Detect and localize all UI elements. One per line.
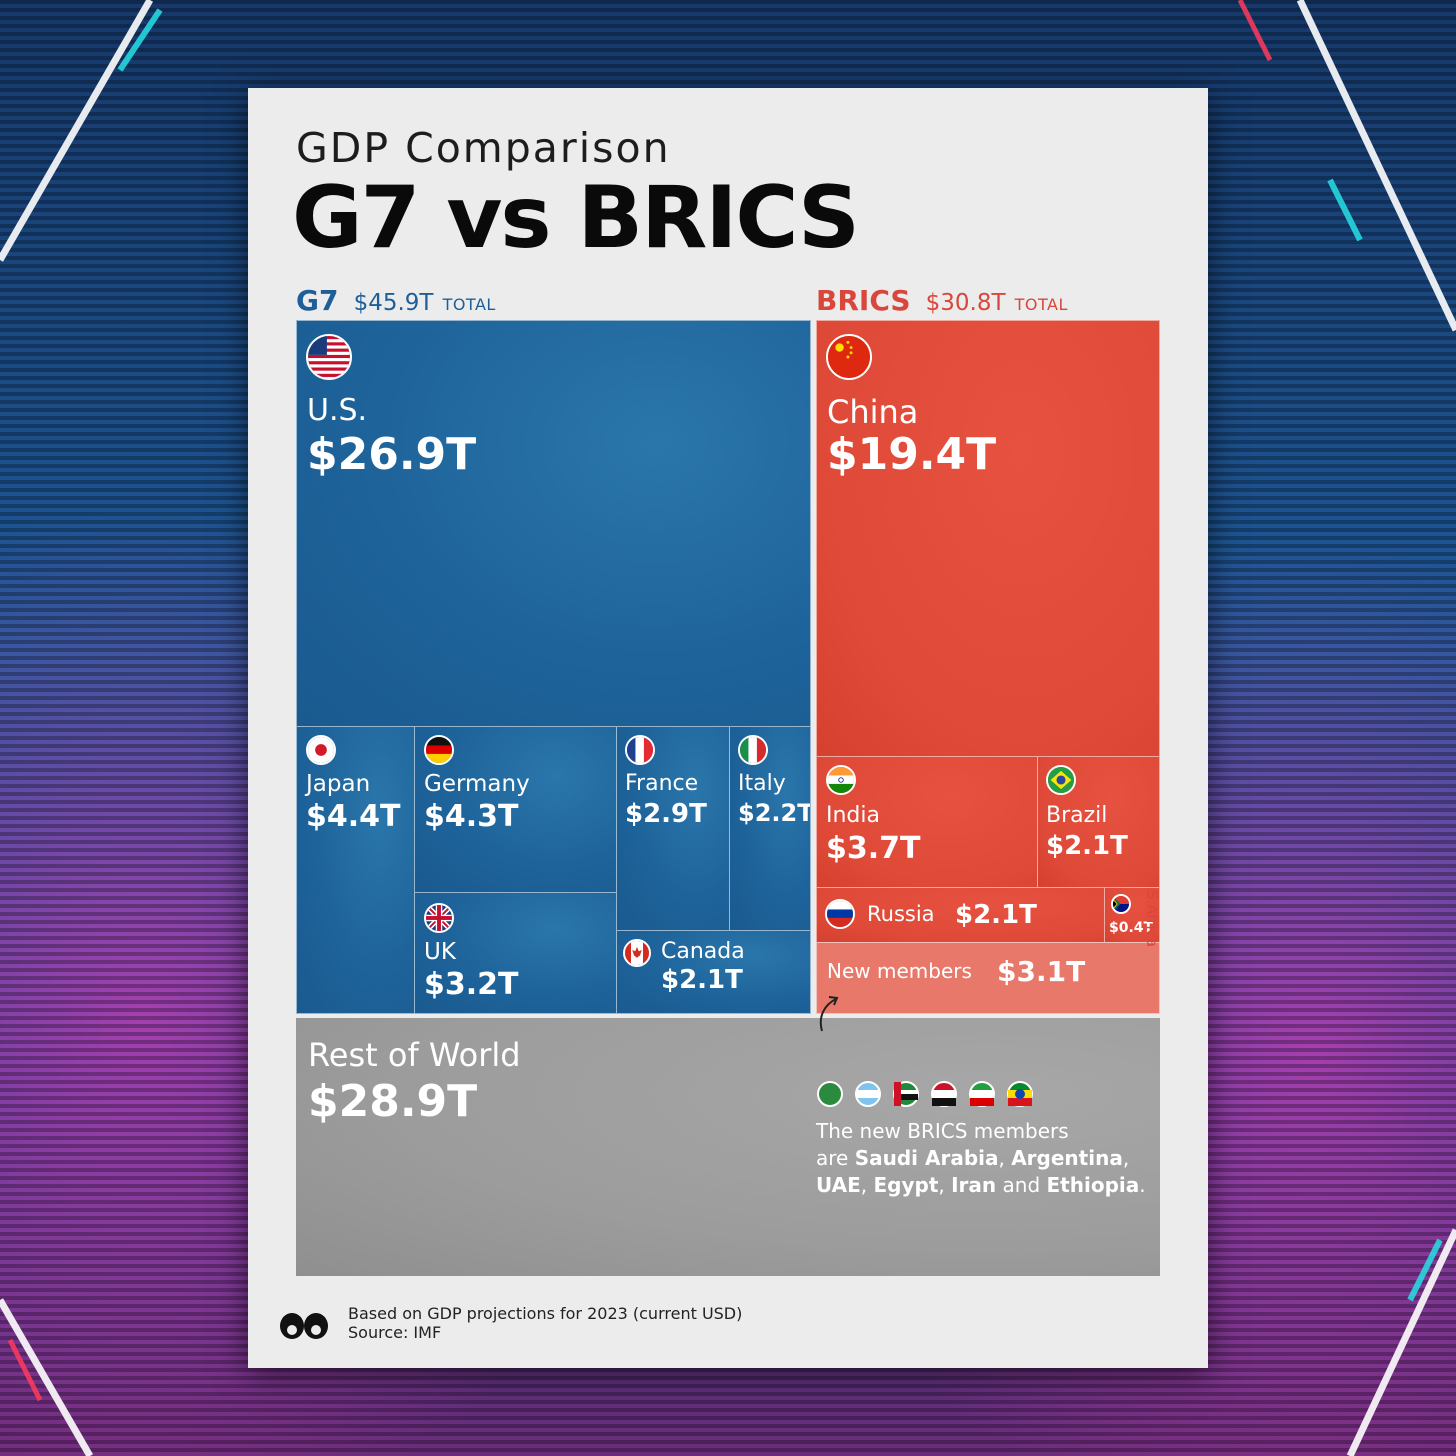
note-country-1: Saudi Arabia xyxy=(854,1146,999,1170)
tile-russia-value: $2.1T xyxy=(955,900,1037,930)
tile-china-label: China xyxy=(827,393,919,431)
tile-italy-value: $2.2T xyxy=(738,799,811,827)
g7-group-name: G7 xyxy=(296,284,339,317)
south-africa-side-label: S.Africa xyxy=(1143,890,1161,948)
tile-italy: Italy $2.2T xyxy=(729,726,811,931)
arrow-icon xyxy=(819,996,839,1032)
note-period: . xyxy=(1139,1173,1146,1197)
tile-new-members-value: $3.1T xyxy=(997,955,1086,988)
us-flag-icon xyxy=(306,334,352,380)
tile-russia-label: Russia xyxy=(867,902,935,926)
tile-russia: Russia $2.1T xyxy=(816,887,1105,943)
tile-new-members-label: New members xyxy=(827,959,972,983)
italy-flag-icon xyxy=(738,735,768,765)
treemap-chart: U.S. $26.9T Japan $4.4T Germany $4.3T UK $3.2T F… xyxy=(248,88,1208,1368)
tile-india-value: $3.7T xyxy=(826,831,921,866)
china-flag-icon xyxy=(826,334,872,380)
south-africa-flag-icon xyxy=(1111,894,1131,914)
tile-rest-of-world-label: Rest of World xyxy=(308,1036,521,1074)
russia-flag-icon xyxy=(825,899,855,929)
tile-germany-label: Germany xyxy=(424,771,530,797)
note-comma: , xyxy=(998,1146,1005,1170)
note-and: and xyxy=(1002,1173,1041,1197)
saudi-arabia-flag-icon xyxy=(817,1081,843,1107)
visual-capitalist-logo xyxy=(280,1313,328,1339)
new-members-flag-icons xyxy=(817,1081,1033,1107)
tile-france-value: $2.9T xyxy=(625,799,707,829)
france-flag-icon xyxy=(625,735,655,765)
note-country-4: Egypt xyxy=(873,1173,939,1197)
note-country-2: Argentina xyxy=(1011,1146,1123,1170)
note-comma: , xyxy=(1122,1146,1130,1170)
note-intro: The new BRICS members xyxy=(816,1119,1069,1143)
tile-germany: Germany $4.3T xyxy=(414,726,617,893)
g7-header: G7 $45.9T TOTAL xyxy=(296,284,496,317)
tile-canada: Canada $2.1T xyxy=(616,930,811,1014)
tile-france: France $2.9T xyxy=(616,726,730,931)
infographic-poster: GDP Comparison G7 vs BRICS G7 $45.9T TOT… xyxy=(248,88,1208,1368)
tile-canada-label: Canada xyxy=(661,939,745,964)
note-country-5: Iran xyxy=(951,1173,997,1197)
tile-us-value: $26.9T xyxy=(307,429,477,480)
note-are: are xyxy=(816,1146,849,1170)
note-country-3: UAE xyxy=(816,1173,861,1197)
tile-germany-value: $4.3T xyxy=(424,799,519,834)
tile-canada-value: $2.1T xyxy=(661,965,743,995)
tile-rest-of-world: Rest of World $28.9T xyxy=(296,1018,1160,1276)
page-subtitle: GDP Comparison xyxy=(296,124,671,172)
tile-us-label: U.S. xyxy=(307,393,368,428)
tile-new-members: New members $3.1T xyxy=(816,942,1160,1014)
new-members-flags xyxy=(816,1080,1146,1108)
brics-group-name: BRICS xyxy=(816,284,911,317)
tile-us: U.S. $26.9T xyxy=(296,320,811,727)
tile-brazil-label: Brazil xyxy=(1046,803,1108,828)
tile-rest-of-world-value: $28.9T xyxy=(308,1076,478,1127)
canada-flag-icon xyxy=(623,939,651,967)
footer-note: Based on GDP projections for 2023 (curre… xyxy=(348,1304,743,1323)
japan-flag-icon xyxy=(306,735,336,765)
tile-japan-label: Japan xyxy=(306,771,371,797)
tile-china-value: $19.4T xyxy=(827,429,997,480)
tile-uk: UK $3.2T xyxy=(414,892,617,1014)
tile-japan-value: $4.4T xyxy=(306,799,401,834)
tile-brazil-value: $2.1T xyxy=(1046,831,1128,861)
india-flag-icon xyxy=(826,765,856,795)
tile-south-africa: $0.4T xyxy=(1104,887,1160,943)
brics-total-value: $30.8T xyxy=(925,290,1006,316)
note-comma: , xyxy=(938,1173,945,1197)
g7-total-value: $45.9T xyxy=(353,290,434,316)
brics-total-label: TOTAL xyxy=(1014,295,1068,314)
tile-uk-label: UK xyxy=(424,939,456,965)
note-comma: , xyxy=(860,1173,868,1197)
tile-india-label: India xyxy=(826,803,880,828)
tile-china: China $19.4T xyxy=(816,320,1160,757)
page-title: G7 vs BRICS xyxy=(292,168,860,268)
tile-south-africa-value: $0.4T xyxy=(1109,920,1154,936)
new-members-note: The new BRICS members are Saudi Arabia, … xyxy=(816,1080,1146,1199)
note-country-6: Ethiopia xyxy=(1046,1173,1140,1197)
uk-flag-icon xyxy=(424,903,454,933)
footer-source: Source: IMF xyxy=(348,1323,442,1342)
tile-brazil: Brazil $2.1T xyxy=(1037,756,1160,888)
germany-flag-icon xyxy=(424,735,454,765)
g7-total-label: TOTAL xyxy=(442,295,496,314)
brics-header: BRICS $30.8T TOTAL xyxy=(816,284,1068,317)
tile-japan: Japan $4.4T xyxy=(296,726,415,1014)
tile-italy-label: Italy xyxy=(738,771,786,796)
brazil-flag-icon xyxy=(1046,765,1076,795)
tile-uk-value: $3.2T xyxy=(424,967,519,1002)
tile-india: India $3.7T xyxy=(816,756,1038,888)
footer: Based on GDP projections for 2023 (curre… xyxy=(348,1304,742,1342)
tile-france-label: France xyxy=(625,771,699,796)
